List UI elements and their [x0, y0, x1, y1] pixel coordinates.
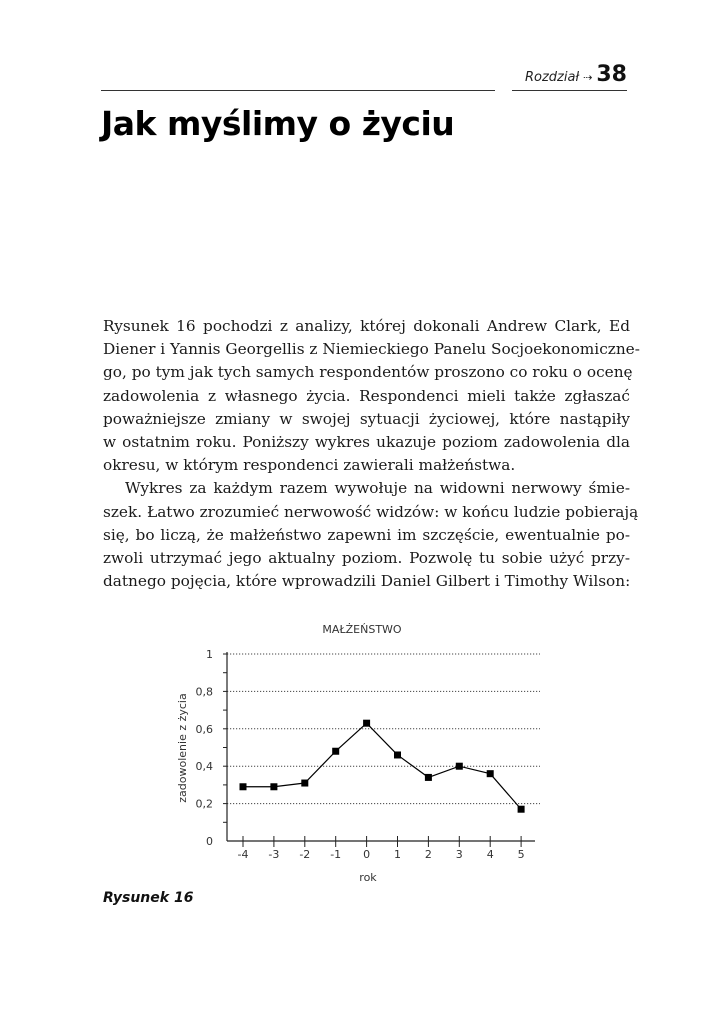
data-point — [394, 751, 401, 759]
text-line: w ostatnim roku. Poniższy wykres ukazuje… — [103, 433, 630, 452]
text-line: poważniejsze zmiany w swojej sytuacji ży… — [103, 409, 630, 428]
data-point — [239, 783, 247, 791]
x-tick-label: 4 — [487, 848, 494, 861]
x-tick-label: -1 — [330, 848, 341, 861]
text-line: datnego pojęcia, które wprowadzili Danie… — [103, 572, 631, 591]
header-rule-right — [512, 90, 627, 91]
y-tick-label: 0,4 — [196, 760, 214, 773]
x-tick-label: -4 — [238, 848, 249, 861]
text-line: zwoli utrzymać jego aktualny poziom. Poz… — [103, 549, 630, 568]
text-line: Wykres za każdym razem wywołuje na widow… — [125, 479, 630, 498]
y-tick-label: 0 — [206, 835, 213, 848]
x-tick-label: 1 — [394, 848, 401, 861]
data-point — [486, 770, 494, 778]
y-tick-label: 0,2 — [196, 798, 214, 811]
text-line: zadowolenia z własnego życia. Respondenc… — [103, 386, 630, 405]
data-point — [455, 762, 463, 770]
page-title: Jak myślimy o życiu — [101, 104, 455, 143]
y-tick-label: 1 — [206, 648, 213, 661]
figure-caption: Rysunek 16 — [103, 890, 194, 906]
text-line: Rysunek 16 pochodzi z analizy, której do… — [103, 317, 630, 335]
text-line: się, bo liczą, że małżeństwo zapewni im … — [103, 525, 630, 544]
x-axis-label: rok — [359, 871, 377, 884]
y-tick-label: 0,6 — [196, 723, 214, 736]
paragraph-2: Wykres za każdym razem wywołuje na widow… — [103, 477, 639, 593]
x-tick-label: -3 — [268, 848, 279, 861]
chart-title: MAŁŻEŃSTWO — [322, 623, 401, 636]
paragraph-1: Rysunek 16 pochodzi z analizy, której do… — [103, 315, 640, 477]
x-tick-label: -2 — [299, 848, 310, 861]
arrow-icon: ⇢ — [583, 71, 593, 84]
x-tick-label: 3 — [456, 848, 463, 861]
text-line: Diener i Yannis Georgellis z Niemieckieg… — [103, 340, 640, 359]
y-axis-label: zadowolenie z życia — [176, 693, 189, 802]
data-point — [363, 719, 371, 727]
body-text: Rysunek 16 pochodzi z analizy, której do… — [103, 315, 640, 593]
text-line: go, po tym jak tych samych respondentów … — [103, 363, 633, 382]
y-tick-label: 0,8 — [196, 685, 214, 698]
chapter-label: Rozdział — [524, 70, 580, 85]
series-line — [243, 722, 522, 810]
data-point — [517, 805, 525, 813]
x-tick-label: 5 — [518, 848, 525, 861]
data-point — [332, 747, 340, 755]
chapter-number: 38 — [596, 62, 627, 87]
data-point — [424, 773, 432, 781]
text-line: szek. Łatwo zrozumieć nerwowość widzów: … — [103, 502, 639, 521]
text-line: okresu, w którym respondenci zawierali m… — [103, 456, 516, 475]
marriage-chart: MAŁŻEŃSTWO zadowolenie z życia rok 0 0,2 0,4 0… — [176, 623, 540, 884]
x-tick-label: 0 — [363, 848, 370, 861]
data-point — [301, 779, 309, 787]
data-point — [270, 783, 278, 791]
chapter-marker: Rozdział ⇢ 38 — [525, 62, 627, 87]
header-rule-left — [101, 90, 495, 91]
x-tick-label: 2 — [425, 848, 432, 861]
